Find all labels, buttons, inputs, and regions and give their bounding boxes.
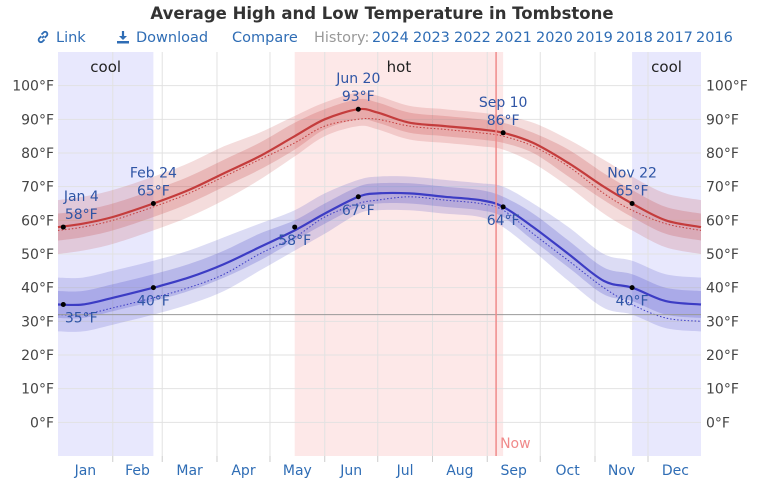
chart-toolbar: Link Download Compare History: 2024 2023… [0, 30, 764, 50]
season-label-cool: cool [651, 58, 682, 76]
annotation-value-low: 58°F [278, 233, 311, 249]
band-low-25-75 [58, 182, 701, 319]
month-label-may: May [283, 463, 312, 479]
history-year-2018[interactable]: 2018 [616, 30, 653, 46]
download-label: Download [136, 30, 209, 46]
annotation-date: Jun 20 [335, 71, 380, 87]
month-label-jan: Jan [74, 463, 97, 479]
y-tick-label-left: 60°F [21, 213, 54, 229]
link-icon [37, 31, 49, 43]
annotation-value-low: 40°F [137, 294, 170, 310]
history-year-2020[interactable]: 2020 [536, 30, 573, 46]
annotation-value-high: 93°F [342, 89, 375, 105]
month-label-jul: Jul [396, 463, 414, 479]
annotation-dot-low [150, 285, 156, 291]
now-label: Now [500, 436, 530, 452]
annotation-value-low: 35°F [65, 311, 98, 327]
y-tick-label-left: 30°F [21, 314, 54, 330]
month-label-apr: Apr [231, 463, 255, 479]
chart-title: Average High and Low Temperature in Tomb… [150, 4, 614, 23]
grid-lines [58, 52, 701, 456]
month-label-aug: Aug [446, 463, 473, 479]
annotation-date: Feb 24 [130, 166, 177, 182]
annotation-value-high: 65°F [137, 184, 170, 200]
x-axis: Jan Feb Mar Apr May Jun Jul Aug Sep Oct Nov Dec [74, 456, 689, 479]
y-tick-label-left: 80°F [21, 146, 54, 162]
annotation-value-high: 58°F [65, 207, 98, 223]
history-year-2017[interactable]: 2017 [656, 30, 693, 46]
annotation-date: Jan 4 [63, 189, 99, 205]
y-tick-label-right: 40°F [706, 281, 739, 297]
annotation-dot-low [292, 224, 298, 230]
history-label: History: [314, 30, 370, 46]
annotation-dot-high [500, 130, 506, 136]
y-tick-label-right: 0°F [706, 415, 730, 431]
series-line-high [57, 107, 702, 229]
history-year-2024[interactable]: 2024 [372, 30, 409, 46]
y-tick-label-left: 10°F [21, 382, 54, 398]
annotations: 58°F Jan 4 65°F Feb 24 93°F Jun 20 86°F Sep 10 6… [60, 71, 657, 327]
annotation-dot-high [629, 201, 635, 206]
month-label-sep: Sep [501, 463, 528, 479]
history-year-2016[interactable]: 2016 [696, 30, 733, 46]
month-label-nov: Nov [608, 463, 635, 479]
y-tick-label-right: 50°F [706, 247, 739, 263]
month-label-oct: Oct [556, 463, 581, 479]
y-tick-label-right: 30°F [706, 314, 739, 330]
download-button[interactable]: Download [116, 30, 208, 46]
history-year-2022[interactable]: 2022 [454, 30, 491, 46]
annotation-dot-low [500, 204, 506, 210]
compare-button[interactable]: Compare [232, 30, 298, 46]
annotation-dot-high [60, 224, 66, 230]
y-tick-label-left: 50°F [21, 247, 54, 263]
y-tick-label-left: 20°F [21, 348, 54, 364]
annotation-value-low: 67°F [342, 203, 375, 219]
y-tick-label-left: 70°F [21, 180, 54, 196]
season-label-cool: cool [90, 58, 121, 76]
series-prior-low [57, 196, 702, 322]
history-year-2021[interactable]: 2021 [495, 30, 532, 46]
month-label-jun: Jun [339, 463, 362, 479]
y-tick-label-right: 100°F [706, 79, 748, 95]
annotation-value-low: 64°F [487, 213, 520, 229]
download-icon [117, 31, 129, 44]
annotation-value-high: 65°F [616, 184, 649, 200]
y-tick-label-right: 90°F [706, 112, 739, 128]
y-tick-label-left: 100°F [12, 79, 54, 95]
y-axis: 0°F 0°F 10°F 10°F 20°F 20°F 30°F 30°F 40°F 40°F 50… [12, 79, 748, 432]
history-year-2019[interactable]: 2019 [576, 30, 613, 46]
band-low-10-90 [58, 176, 701, 332]
annotation-date: Sep 10 [479, 95, 528, 111]
month-label-mar: Mar [176, 463, 203, 479]
y-tick-label-right: 70°F [706, 180, 739, 196]
annotation-value-high: 86°F [487, 113, 520, 129]
link-button[interactable]: Link [36, 30, 86, 46]
annotation-dot-low [629, 285, 635, 291]
y-tick-label-right: 10°F [706, 382, 739, 398]
y-tick-label-left: 90°F [21, 112, 54, 128]
now-marker: Now [495, 52, 531, 456]
link-label: Link [56, 30, 86, 46]
y-tick-label-left: 0°F [30, 415, 54, 431]
annotation-value-low: 40°F [616, 294, 649, 310]
month-label-feb: Feb [125, 463, 150, 479]
annotation-date: Nov 22 [607, 166, 657, 182]
annotation-dot-low [355, 194, 361, 200]
series-line-low [57, 191, 702, 307]
series-prior-high [57, 117, 702, 231]
y-tick-label-right: 20°F [706, 348, 739, 364]
y-tick-label-right: 80°F [706, 146, 739, 162]
history-year-2023[interactable]: 2023 [413, 30, 450, 46]
annotation-dot-high [355, 106, 361, 112]
band-high-10-90 [58, 92, 701, 254]
season-label-hot: hot [387, 58, 412, 76]
month-label-dec: Dec [662, 463, 689, 479]
season-labels: cool hot cool [90, 58, 682, 76]
series-lines [57, 107, 702, 322]
y-tick-label-left: 40°F [21, 281, 54, 297]
y-tick-label-right: 60°F [706, 213, 739, 229]
annotation-dot-high [150, 201, 156, 206]
annotation-dot-low [60, 302, 66, 307]
